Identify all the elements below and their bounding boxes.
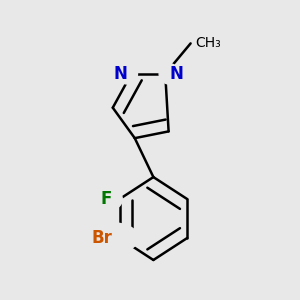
Text: Br: Br [91, 229, 112, 247]
Ellipse shape [117, 64, 137, 84]
Ellipse shape [159, 64, 179, 84]
Text: CH₃: CH₃ [196, 36, 221, 50]
Text: N: N [169, 65, 183, 83]
Text: N: N [113, 65, 127, 83]
Text: F: F [101, 190, 112, 208]
Ellipse shape [102, 189, 122, 209]
Ellipse shape [85, 223, 139, 253]
